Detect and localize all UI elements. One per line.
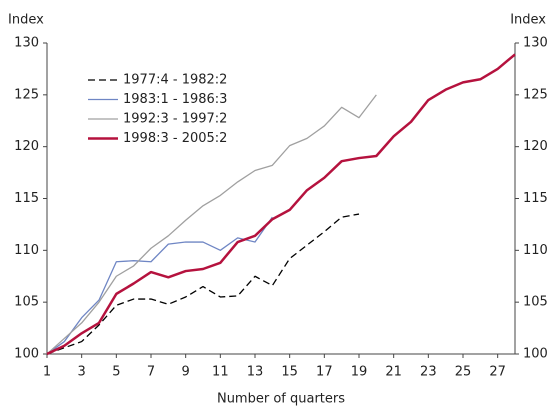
y2-tick-label: 105 [523, 295, 548, 310]
y2-tick-label: 120 [523, 139, 548, 154]
y-tick-label: 125 [14, 87, 39, 102]
x-tick-label: 9 [182, 365, 190, 380]
x-tick-label: 21 [385, 365, 402, 380]
x-tick-label: 11 [212, 365, 229, 380]
series-line [46, 216, 273, 355]
x-tick-label: 3 [78, 365, 86, 380]
x-tick-label: 5 [112, 365, 120, 380]
x-tick-label: 17 [316, 365, 333, 380]
legend-label: 1998:3 - 2005:2 [123, 131, 227, 146]
x-tick-label: 27 [489, 365, 506, 380]
y2-tick-label: 125 [523, 87, 548, 102]
y-tick-label: 110 [14, 243, 39, 258]
series-line [46, 213, 360, 355]
x-tick-label: 1 [43, 365, 51, 380]
y-tick-label: 120 [14, 139, 39, 154]
x-tick-label: 25 [455, 365, 472, 380]
y-tick-label: 130 [14, 36, 39, 51]
series-line [46, 53, 516, 356]
x-tick-label: 7 [147, 365, 155, 380]
x-tick-label: 23 [420, 365, 437, 380]
y-tick-label: 100 [14, 347, 39, 362]
legend-label: 1992:3 - 1997:2 [123, 112, 227, 127]
series-line [46, 94, 377, 355]
legend-label: 1977:4 - 1982:2 [123, 73, 227, 88]
y2-tick-label: 130 [523, 36, 548, 51]
y2-tick-label: 100 [523, 347, 548, 362]
x-tick-label: 15 [281, 365, 298, 380]
legend-label: 1983:1 - 1986:3 [123, 92, 227, 107]
y-tick-label: 105 [14, 295, 39, 310]
x-tick-label: 19 [351, 365, 368, 380]
y2-axis-label: Index [510, 13, 546, 28]
y2-tick-label: 110 [523, 243, 548, 258]
x-tick-label: 13 [247, 365, 264, 380]
y-axis-label: Index [8, 13, 44, 28]
x-axis-label: Number of quarters [217, 392, 345, 407]
y2-tick-label: 115 [523, 191, 548, 206]
y-tick-label: 115 [14, 191, 39, 206]
